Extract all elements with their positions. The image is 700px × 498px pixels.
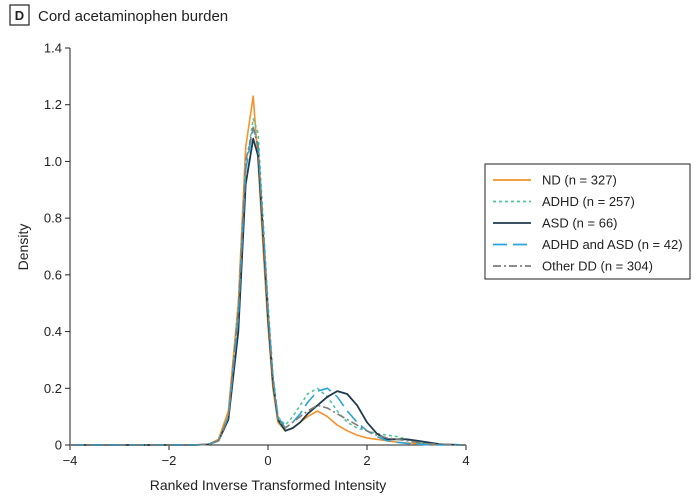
y-tick-label: 0.6 <box>44 267 62 282</box>
series-line <box>70 126 467 446</box>
y-ticks: 0 0.2 0.4 0.6 0.8 1.0 1.2 1.4 <box>44 41 70 453</box>
x-tick-label: −2 <box>162 453 177 468</box>
series-line <box>70 118 467 446</box>
x-tick-label: 4 <box>462 453 469 468</box>
series-line <box>70 95 467 446</box>
x-tick-label: 2 <box>363 453 370 468</box>
y-tick-label: 1.2 <box>44 97 62 112</box>
y-tick-label: 0.8 <box>44 211 62 226</box>
legend-label: ADHD and ASD (n = 42) <box>542 237 683 252</box>
x-ticks: −4 −2 0 2 4 <box>63 445 470 468</box>
legend: ND (n = 327) ADHD (n = 257) ASD (n = 66) AD… <box>484 163 691 280</box>
y-tick-label: 0.2 <box>44 381 62 396</box>
panel-letter: D <box>15 8 24 23</box>
legend-label: Other DD (n = 304) <box>542 259 653 274</box>
x-tick-label: −4 <box>63 453 78 468</box>
legend-frame <box>484 163 691 280</box>
y-tick-label: 0.4 <box>44 324 62 339</box>
legend-label: ADHD (n = 257) <box>542 194 635 209</box>
x-axis-title: Ranked Inverse Transformed Intensity <box>150 477 387 493</box>
panel-letter-box <box>9 4 30 26</box>
x-tick-label: 0 <box>264 453 271 468</box>
legend-items: ND (n = 327) ADHD (n = 257) ASD (n = 66) AD… <box>493 173 683 274</box>
series-line <box>70 126 466 446</box>
y-tick-label: 0 <box>55 438 62 453</box>
y-tick-label: 1.4 <box>44 41 62 56</box>
legend-label: ND (n = 327) <box>542 173 617 188</box>
y-tick-label: 1.0 <box>44 154 62 169</box>
legend-label: ASD (n = 66) <box>542 216 618 231</box>
series-lines <box>70 95 467 446</box>
panel-title: Cord acetaminophen burden <box>38 8 228 25</box>
y-axis-title: Density <box>15 224 31 271</box>
